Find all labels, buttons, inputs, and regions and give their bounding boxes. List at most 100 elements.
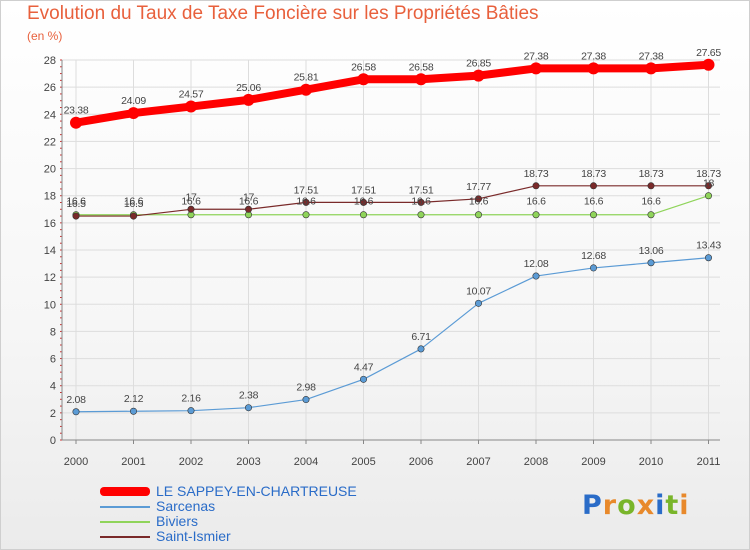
legend-label: Sarcenas — [156, 498, 216, 514]
data-label-biviers: 16.6 — [66, 196, 86, 208]
data-point-saint-ismier — [532, 182, 540, 190]
x-tick-label: 2008 — [524, 456, 548, 468]
data-point-le-sappey — [300, 83, 312, 96]
data-point-le-sappey — [242, 93, 255, 106]
data-point-saint-ismier — [187, 205, 195, 213]
data-point-sarcenas — [474, 299, 482, 307]
legend-label: Saint-Ismier — [156, 528, 231, 544]
data-label-sarcenas: 2.98 — [296, 382, 316, 394]
data-label-saint-ismier: 16.5 — [66, 198, 86, 210]
series-line-sarcenas — [75, 257, 710, 413]
y-tick-label: 14 — [44, 245, 56, 257]
data-label-biviers: 18 — [703, 178, 715, 190]
data-label-sarcenas: 6.71 — [411, 331, 431, 343]
data-point-saint-ismier — [72, 212, 80, 220]
data-point-le-sappey — [587, 62, 600, 75]
legend-swatch-saint-ismier — [100, 536, 150, 538]
data-label-le-sappey: 26.85 — [466, 58, 491, 70]
x-tick-label: 2006 — [409, 456, 433, 468]
y-tick-label: 18 — [44, 191, 56, 203]
y-tick-label: 4 — [50, 381, 56, 393]
data-point-le-sappey — [530, 62, 542, 75]
y-tick-label: 16 — [44, 218, 56, 230]
data-label-biviers: 16.6 — [124, 196, 144, 208]
data-point-sarcenas — [359, 375, 367, 383]
series-line-le-sappey — [72, 60, 713, 127]
data-label-le-sappey: 25.06 — [236, 82, 261, 94]
data-label-saint-ismier: 16.5 — [124, 198, 144, 210]
data-label-saint-ismier: 17.51 — [351, 184, 376, 196]
data-point-le-sappey — [70, 116, 82, 129]
data-point-sarcenas — [417, 345, 425, 353]
y-tick-label: 8 — [50, 326, 56, 338]
data-point-biviers — [417, 211, 425, 219]
logo-letter: i — [655, 490, 666, 521]
data-label-biviers: 16.6 — [584, 196, 604, 208]
data-label-biviers: 16.6 — [641, 196, 661, 208]
data-point-sarcenas — [302, 396, 310, 404]
data-label-sarcenas: 13.06 — [639, 245, 664, 257]
data-label-biviers: 16.6 — [469, 196, 489, 208]
data-label-saint-ismier: 18.73 — [524, 168, 549, 180]
y-tick-label: 22 — [44, 136, 56, 148]
data-point-biviers — [532, 211, 540, 219]
data-label-sarcenas: 4.47 — [354, 361, 374, 373]
data-point-le-sappey — [357, 73, 370, 86]
series — [70, 58, 715, 416]
y-tick-label: 0 — [50, 435, 56, 447]
data-label-biviers: 16.6 — [411, 196, 431, 208]
data-point-saint-ismier — [647, 182, 655, 190]
chart-title: Evolution du Taux de Taxe Foncière sur l… — [27, 3, 539, 24]
x-tick-label: 2005 — [351, 456, 375, 468]
y-tick-label: 12 — [44, 272, 56, 284]
legend-swatch-biviers — [100, 521, 150, 523]
y-tick-label: 6 — [50, 354, 56, 366]
data-label-le-sappey: 24.09 — [121, 95, 146, 107]
data-label-saint-ismier: 18.73 — [696, 168, 721, 180]
x-tick-label: 2004 — [294, 456, 318, 468]
logo-letter: i — [679, 490, 690, 521]
logo-letter: o — [617, 490, 637, 521]
data-label-biviers: 16.6 — [526, 196, 546, 208]
data-label-le-sappey: 26.58 — [409, 61, 434, 73]
y-tick-label: 26 — [44, 82, 56, 94]
x-tick-label: 2011 — [697, 456, 721, 468]
data-label-sarcenas: 10.07 — [466, 285, 491, 297]
data-label-biviers: 16.6 — [181, 196, 201, 208]
data-label-le-sappey: 24.57 — [179, 89, 204, 101]
logo-letter: t — [665, 490, 680, 521]
x-tick-label: 2001 — [121, 456, 145, 468]
x-tick-label: 2000 — [64, 456, 88, 468]
data-label-biviers: 16.6 — [354, 196, 374, 208]
data-point-le-sappey — [645, 62, 657, 75]
data-label-le-sappey: 27.38 — [639, 50, 664, 62]
series-line-biviers — [75, 195, 710, 216]
y-tick-label: 20 — [44, 164, 56, 176]
data-point-sarcenas — [589, 264, 597, 272]
data-point-sarcenas — [130, 407, 138, 415]
legend-swatch-le-sappey — [100, 487, 150, 496]
data-point-biviers — [302, 211, 310, 219]
data-point-le-sappey — [415, 73, 427, 86]
proxiti-logo: Proxiti — [582, 490, 690, 521]
data-point-sarcenas — [704, 254, 712, 262]
data-label-saint-ismier: 17 — [243, 191, 255, 203]
x-tick-label: 2003 — [236, 456, 260, 468]
data-point-le-sappey — [702, 58, 715, 71]
data-label-sarcenas: 2.38 — [239, 390, 259, 402]
data-point-biviers — [647, 211, 655, 219]
legend-label: Biviers — [156, 513, 199, 529]
logo-letter: r — [602, 490, 618, 521]
data-point-biviers — [589, 211, 597, 219]
y-tick-label: 28 — [44, 55, 56, 67]
data-label-biviers: 16.6 — [239, 196, 259, 208]
data-point-saint-ismier — [474, 195, 482, 203]
data-label-sarcenas: 13.43 — [696, 240, 721, 252]
data-label-le-sappey: 27.38 — [581, 50, 606, 62]
data-label-sarcenas: 12.68 — [581, 250, 606, 262]
data-point-biviers — [359, 211, 367, 219]
data-point-saint-ismier — [704, 182, 712, 190]
data-point-biviers — [474, 211, 482, 219]
